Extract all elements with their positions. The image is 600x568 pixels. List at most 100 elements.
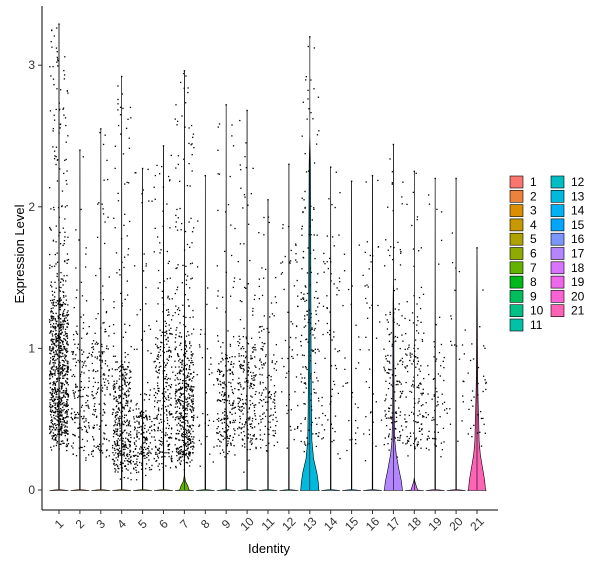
data-point bbox=[119, 451, 121, 453]
data-point bbox=[117, 85, 119, 87]
data-point bbox=[216, 379, 219, 382]
data-point bbox=[143, 330, 146, 332]
data-point bbox=[63, 323, 65, 325]
data-point bbox=[433, 395, 435, 397]
data-point bbox=[423, 416, 425, 418]
data-point bbox=[144, 441, 146, 443]
data-point bbox=[174, 341, 176, 343]
data-point bbox=[140, 468, 143, 470]
data-point bbox=[55, 427, 58, 429]
points-21 bbox=[467, 247, 487, 447]
data-point bbox=[128, 453, 131, 456]
data-point bbox=[306, 272, 309, 274]
data-point bbox=[172, 416, 174, 418]
points-7 bbox=[174, 70, 195, 471]
data-point bbox=[247, 371, 249, 373]
data-point bbox=[162, 404, 164, 406]
data-point bbox=[180, 452, 182, 454]
data-point bbox=[59, 428, 61, 431]
data-point bbox=[64, 432, 66, 434]
data-point bbox=[114, 227, 116, 229]
data-point bbox=[54, 296, 56, 298]
data-point bbox=[55, 301, 57, 304]
data-point bbox=[435, 438, 437, 440]
data-point bbox=[473, 396, 475, 398]
data-point bbox=[248, 407, 251, 409]
data-point bbox=[407, 455, 409, 457]
data-point bbox=[393, 341, 395, 343]
data-point bbox=[77, 417, 79, 419]
data-point bbox=[116, 380, 118, 382]
data-point bbox=[170, 457, 172, 459]
data-point bbox=[53, 316, 55, 318]
data-point bbox=[62, 396, 64, 399]
data-point bbox=[399, 381, 401, 384]
data-point bbox=[232, 407, 234, 409]
data-point bbox=[121, 261, 123, 263]
data-point bbox=[59, 243, 62, 245]
data-point bbox=[231, 402, 234, 404]
data-point bbox=[305, 387, 307, 389]
data-point bbox=[59, 231, 61, 234]
data-point bbox=[366, 302, 368, 304]
data-point bbox=[51, 29, 53, 31]
data-point bbox=[418, 387, 420, 389]
data-point bbox=[333, 336, 335, 338]
data-point bbox=[176, 424, 178, 426]
data-point bbox=[170, 386, 172, 389]
data-point bbox=[54, 438, 56, 440]
data-point bbox=[59, 374, 62, 376]
data-point bbox=[395, 384, 397, 386]
data-point bbox=[151, 200, 153, 202]
data-point bbox=[169, 378, 171, 380]
data-point bbox=[140, 411, 142, 413]
data-point bbox=[59, 350, 61, 352]
data-point bbox=[240, 367, 242, 369]
data-point bbox=[441, 448, 444, 451]
data-point bbox=[312, 381, 314, 383]
data-point bbox=[128, 420, 131, 422]
data-point bbox=[83, 449, 85, 452]
data-point bbox=[330, 423, 332, 425]
data-point bbox=[413, 386, 415, 388]
data-point bbox=[123, 453, 125, 455]
data-point bbox=[229, 421, 231, 424]
violin-group-19 bbox=[425, 177, 446, 491]
data-point bbox=[130, 399, 132, 402]
data-point bbox=[59, 355, 61, 357]
data-point bbox=[420, 247, 422, 249]
data-point bbox=[253, 298, 256, 301]
data-point bbox=[216, 307, 218, 309]
data-point bbox=[50, 446, 52, 448]
data-point bbox=[260, 361, 262, 363]
data-point bbox=[127, 118, 129, 121]
data-point bbox=[118, 397, 120, 399]
data-point bbox=[191, 143, 193, 145]
data-point bbox=[314, 327, 316, 330]
data-point bbox=[423, 377, 425, 380]
data-point bbox=[117, 124, 120, 127]
data-point bbox=[55, 353, 57, 355]
data-point bbox=[251, 417, 254, 420]
data-point bbox=[461, 344, 464, 346]
data-point bbox=[130, 455, 132, 458]
data-point bbox=[354, 439, 357, 441]
data-point bbox=[300, 292, 302, 294]
data-point bbox=[304, 417, 307, 419]
data-point bbox=[331, 339, 333, 341]
data-point bbox=[115, 361, 117, 363]
data-point bbox=[239, 300, 242, 302]
data-point bbox=[57, 431, 60, 433]
data-point bbox=[284, 255, 286, 258]
data-point bbox=[51, 325, 54, 327]
data-point bbox=[60, 321, 62, 323]
data-point bbox=[101, 203, 103, 205]
data-point bbox=[60, 366, 62, 369]
data-point bbox=[125, 394, 128, 397]
legend-label-10: 10 bbox=[530, 304, 544, 318]
data-point bbox=[64, 159, 66, 162]
data-point bbox=[124, 460, 126, 462]
data-point bbox=[50, 339, 52, 342]
data-point bbox=[67, 343, 69, 346]
data-point bbox=[101, 343, 103, 346]
